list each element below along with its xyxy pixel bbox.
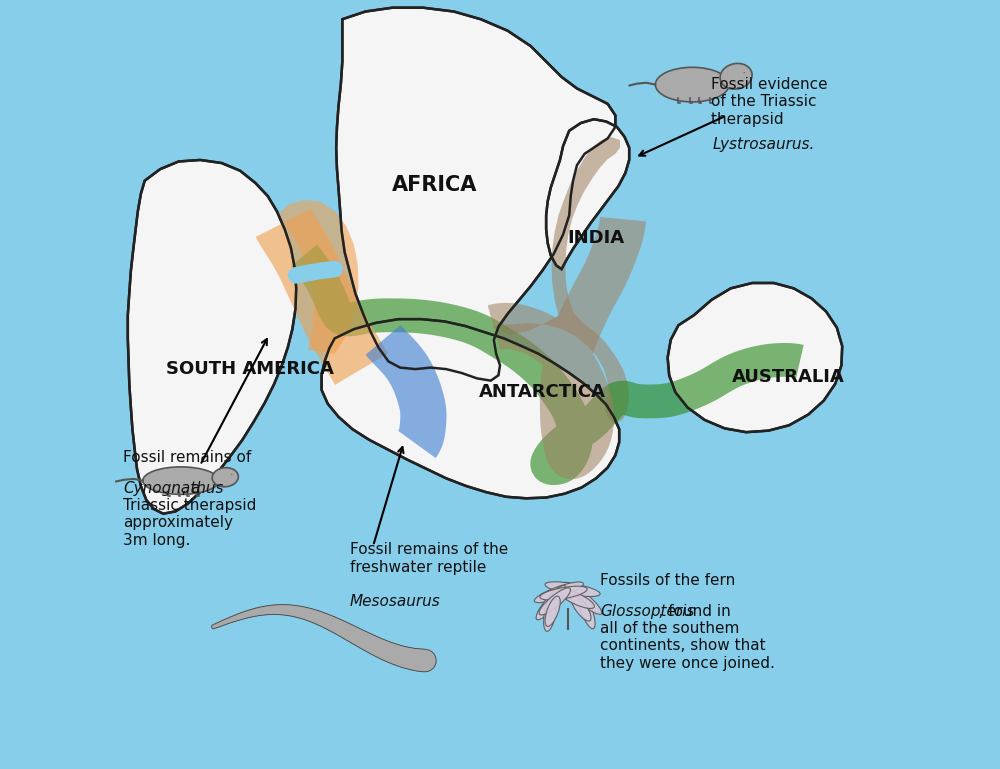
Ellipse shape: [558, 589, 594, 608]
Polygon shape: [488, 217, 646, 479]
Text: Mesosaurus: Mesosaurus: [350, 594, 441, 610]
Ellipse shape: [564, 582, 602, 614]
Ellipse shape: [720, 63, 752, 89]
Text: , a
Triassic therapsid
approximately
3m long.: , a Triassic therapsid approximately 3m …: [123, 481, 257, 548]
Polygon shape: [336, 8, 615, 381]
Text: Fossil remains of the
freshwater reptile: Fossil remains of the freshwater reptile: [350, 542, 508, 592]
Text: Fossil evidence
of the Triassic
therapsid: Fossil evidence of the Triassic therapsi…: [711, 77, 828, 127]
Text: Lystrosaurus.: Lystrosaurus.: [712, 137, 815, 152]
Text: AFRICA: AFRICA: [392, 175, 477, 195]
Ellipse shape: [539, 588, 571, 615]
Text: INDIA: INDIA: [568, 229, 625, 248]
Text: ANTARCTICA: ANTARCTICA: [479, 383, 606, 401]
Polygon shape: [256, 209, 388, 384]
Text: , found in
all of the southem
continents, show that
they were once joined.: , found in all of the southem continents…: [600, 604, 775, 671]
Ellipse shape: [571, 594, 591, 621]
Polygon shape: [322, 319, 619, 498]
Ellipse shape: [540, 586, 587, 600]
Ellipse shape: [545, 582, 600, 597]
Text: Fossil remains of: Fossil remains of: [123, 450, 251, 482]
Text: Glossopteris: Glossopteris: [600, 604, 694, 619]
Ellipse shape: [534, 582, 583, 603]
Ellipse shape: [536, 585, 566, 620]
Ellipse shape: [655, 68, 729, 102]
Polygon shape: [492, 137, 629, 424]
Text: Cynognathus: Cynognathus: [123, 481, 224, 496]
Ellipse shape: [544, 596, 556, 631]
Polygon shape: [128, 160, 296, 514]
Ellipse shape: [578, 591, 595, 629]
Ellipse shape: [545, 596, 560, 627]
Polygon shape: [668, 283, 842, 432]
Text: SOUTH AMERICA: SOUTH AMERICA: [166, 360, 334, 378]
Polygon shape: [546, 119, 629, 269]
Text: AUSTRALIA: AUSTRALIA: [732, 368, 845, 386]
Polygon shape: [277, 200, 359, 354]
Polygon shape: [291, 245, 804, 485]
Ellipse shape: [212, 468, 238, 487]
Polygon shape: [366, 325, 446, 458]
Ellipse shape: [143, 467, 219, 494]
Text: Fossils of the fern: Fossils of the fern: [600, 573, 735, 605]
